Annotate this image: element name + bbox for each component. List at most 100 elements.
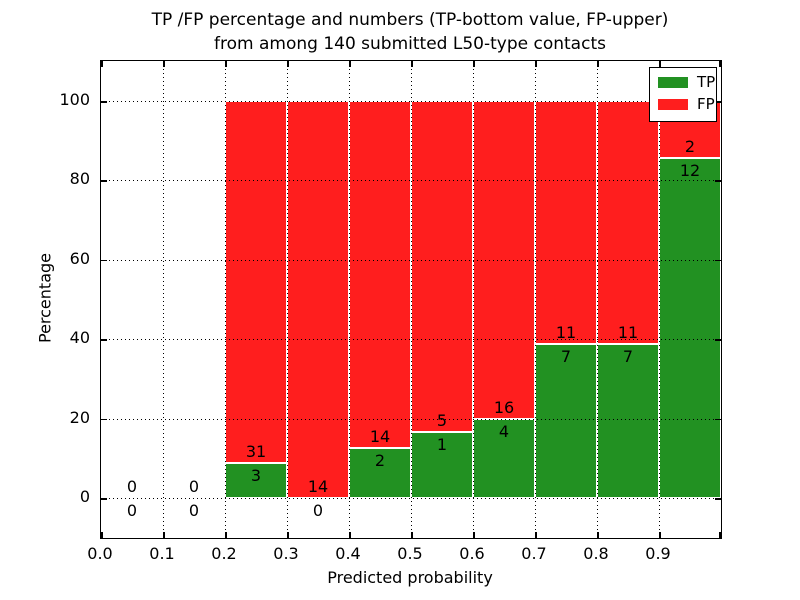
y-tick-mark	[715, 339, 721, 341]
x-tick-mark	[535, 532, 537, 538]
y-tick-mark	[101, 418, 107, 421]
y-tick-label: 80	[69, 169, 90, 189]
x-tick-label: 0.2	[211, 544, 237, 563]
tp-count-label: 1	[436, 434, 448, 454]
x-tick-mark	[659, 61, 661, 67]
x-gridline	[597, 61, 598, 538]
bar-segment-fp	[597, 101, 659, 344]
y-tick-mark	[715, 180, 721, 182]
y-tick-label: 60	[69, 248, 90, 268]
y-tick-mark	[101, 180, 107, 182]
x-gridline	[349, 61, 350, 538]
tp-color-swatch	[658, 77, 688, 88]
x-tick-mark	[473, 532, 475, 538]
x-tick-label: 0.8	[583, 544, 609, 563]
bar-segment-tp	[225, 462, 287, 498]
x-tick-mark	[225, 61, 227, 67]
bar-segment-tp	[535, 343, 597, 498]
plot-area: TP FP 0 0 0 0 31 3 14 0 14 2 5 1 16 4 11 7 11 7 2 12	[100, 60, 722, 539]
x-tick-mark	[411, 532, 413, 538]
tp-count-label: 2	[374, 451, 386, 471]
fp-count-label: 5	[436, 410, 448, 430]
fp-color-swatch	[658, 99, 688, 110]
x-tick-label: 0.9	[645, 544, 671, 563]
x-tick-label: 0.4	[335, 544, 361, 563]
x-gridline	[163, 61, 164, 538]
legend-label-fp: FP	[697, 95, 715, 113]
fp-count-label: 16	[493, 397, 515, 417]
x-tick-label: 0.5	[397, 544, 423, 563]
x-tick-mark	[719, 61, 721, 67]
tp-count-label: 4	[498, 421, 510, 441]
fp-count-label: 2	[684, 136, 696, 156]
x-tick-mark	[101, 61, 103, 67]
tp-count-label: 7	[622, 346, 634, 366]
fp-count-label: 0	[126, 477, 138, 496]
bar-segment-fp	[535, 101, 597, 344]
bar-segment-tp	[659, 157, 721, 498]
x-tick-mark	[163, 532, 165, 538]
x-tick-mark	[101, 532, 103, 538]
y-tick-mark	[715, 498, 721, 500]
chart-title-line2: from among 140 submitted L50-type contac…	[214, 34, 606, 54]
y-tick-mark	[715, 418, 721, 421]
fp-count-label: 14	[307, 477, 329, 496]
x-tick-label: 0.0	[87, 544, 113, 563]
legend-item-tp: TP	[658, 75, 716, 90]
bar-segment-tp	[349, 448, 411, 498]
legend-item-fp: FP	[658, 97, 716, 112]
x-gridline	[473, 61, 474, 538]
legend-label-tp: TP	[697, 73, 716, 91]
fp-count-label: 31	[245, 441, 267, 461]
fp-count-label: 11	[617, 322, 639, 342]
fp-count-label: 11	[555, 322, 577, 342]
tp-count-label: 0	[126, 501, 138, 520]
x-tick-mark	[535, 61, 537, 67]
tp-count-label: 3	[250, 465, 262, 485]
x-tick-mark	[597, 61, 599, 67]
tp-count-label: 7	[560, 346, 572, 366]
x-tick-label: 0.7	[521, 544, 547, 563]
bar-segment-fp	[411, 101, 473, 432]
x-tick-label: 0.1	[149, 544, 175, 563]
y-tick-mark	[101, 339, 107, 341]
fp-count-label: 14	[369, 427, 391, 447]
bar-segment-fp	[349, 101, 411, 449]
legend: TP FP	[649, 67, 717, 122]
x-tick-mark	[349, 61, 351, 67]
y-tick-label: 0	[79, 487, 90, 506]
x-axis-label: Predicted probability	[327, 568, 493, 587]
x-gridline	[225, 61, 226, 538]
fp-count-label: 0	[188, 477, 200, 496]
x-tick-mark	[225, 532, 227, 538]
x-tick-mark	[287, 61, 289, 67]
y-tick-mark	[101, 259, 107, 262]
y-tick-mark	[101, 498, 107, 500]
bar-segment-fp	[225, 101, 287, 463]
tp-count-label: 0	[188, 501, 200, 520]
y-tick-mark	[715, 101, 721, 103]
x-tick-mark	[163, 61, 165, 67]
x-tick-mark	[287, 532, 289, 538]
x-tick-label: 0.6	[459, 544, 485, 563]
chart-title: TP /FP percentage and numbers (TP-bottom…	[60, 8, 760, 56]
y-tick-label: 100	[59, 90, 90, 109]
x-gridline	[411, 61, 412, 538]
x-gridline	[287, 61, 288, 538]
y-tick-label: 20	[69, 407, 90, 427]
tp-count-label: 12	[679, 160, 701, 180]
tp-count-label: 0	[312, 501, 324, 520]
chart-title-line1: TP /FP percentage and numbers (TP-bottom…	[151, 10, 669, 30]
x-tick-mark	[411, 61, 413, 67]
bar-segment-tp	[597, 343, 659, 498]
x-gridline	[535, 61, 536, 538]
x-tick-mark	[473, 61, 475, 67]
x-tick-label: 0.3	[273, 544, 299, 563]
y-tick-mark	[715, 259, 721, 262]
x-tick-mark	[597, 532, 599, 538]
bar-segment-fp	[287, 101, 349, 498]
x-tick-mark	[719, 532, 721, 538]
y-tick-label: 40	[69, 328, 90, 348]
y-tick-mark	[101, 101, 107, 103]
